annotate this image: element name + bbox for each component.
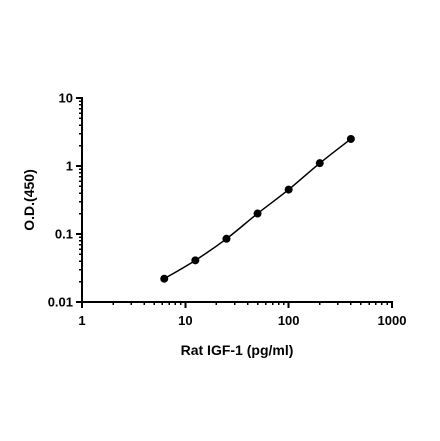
data-point — [346, 134, 355, 143]
x-tick-label: 100 — [278, 313, 300, 328]
plot-area: 0.01 0.1 1 10 1 10 100 1000 — [48, 91, 407, 329]
data-point — [284, 185, 293, 194]
fit-curve — [163, 138, 352, 280]
data-point — [253, 209, 262, 218]
data-point — [160, 274, 169, 283]
data-point — [191, 256, 200, 265]
x-tick-label: 1 — [78, 313, 85, 328]
y-tick-label: 0.01 — [48, 295, 73, 310]
y-tick-label: 1 — [66, 159, 73, 174]
y-tick-label: 10 — [59, 91, 73, 106]
y-axis-title: O.D.(450) — [21, 169, 37, 230]
x-tick-label: 1000 — [378, 313, 407, 328]
data-point — [222, 234, 231, 243]
x-tick-label: 10 — [178, 313, 192, 328]
data-point — [315, 159, 324, 168]
x-axis-title: Rat IGF-1 (pg/ml) — [181, 342, 294, 358]
y-tick-label: 0.1 — [55, 227, 73, 242]
